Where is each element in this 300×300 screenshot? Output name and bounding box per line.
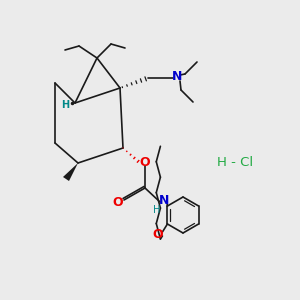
Polygon shape <box>63 163 78 181</box>
Text: N: N <box>159 194 169 206</box>
Text: O: O <box>140 157 150 169</box>
Text: H: H <box>61 100 69 110</box>
Text: N: N <box>172 70 182 83</box>
Text: O: O <box>113 196 123 209</box>
Text: H: H <box>153 205 161 215</box>
Text: H - Cl: H - Cl <box>217 157 253 169</box>
Text: O: O <box>152 227 163 241</box>
